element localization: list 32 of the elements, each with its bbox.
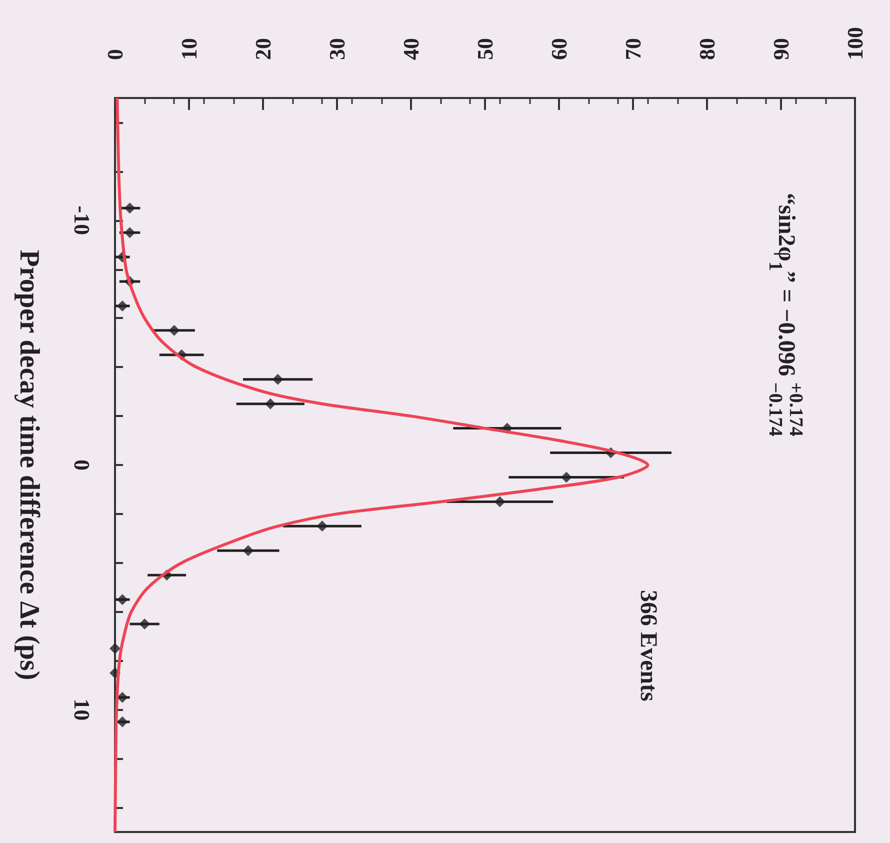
x-tick-label: 50 (472, 38, 498, 60)
annotation: 366 Events (635, 590, 661, 702)
x-tick-label: 40 (398, 38, 424, 60)
x-tick-label: 10 (176, 38, 202, 60)
point (116, 716, 128, 728)
x-tick-label: 80 (694, 38, 720, 60)
point (116, 300, 128, 312)
y-axis-title: Proper decay time difference Δt (ps) (14, 250, 44, 680)
x-tick-label: 70 (620, 38, 646, 60)
point (272, 374, 284, 385)
x-tick-label: 90 (768, 38, 794, 60)
y-tick-label: 10 (70, 698, 94, 721)
point (124, 202, 136, 214)
point (264, 398, 276, 410)
x-tick-label: 20 (250, 38, 276, 60)
point (168, 324, 180, 336)
x-tick-label: 30 (324, 38, 350, 60)
point (494, 496, 506, 508)
point (124, 227, 136, 238)
point (242, 545, 254, 556)
y-tick-label: -10 (70, 206, 94, 235)
point (116, 692, 128, 703)
point (316, 520, 328, 532)
point (560, 472, 572, 483)
x-tick-label: 100 (842, 27, 868, 60)
point (116, 594, 128, 606)
point (139, 618, 150, 630)
x-tick-label: 60 (546, 38, 572, 60)
point (110, 643, 120, 654)
y-tick-label: 0 (70, 460, 94, 470)
annotation: “sin2φ1” = −0.096 +0.174−0.174 (764, 193, 806, 437)
x-tick-label: 0 (102, 49, 128, 60)
